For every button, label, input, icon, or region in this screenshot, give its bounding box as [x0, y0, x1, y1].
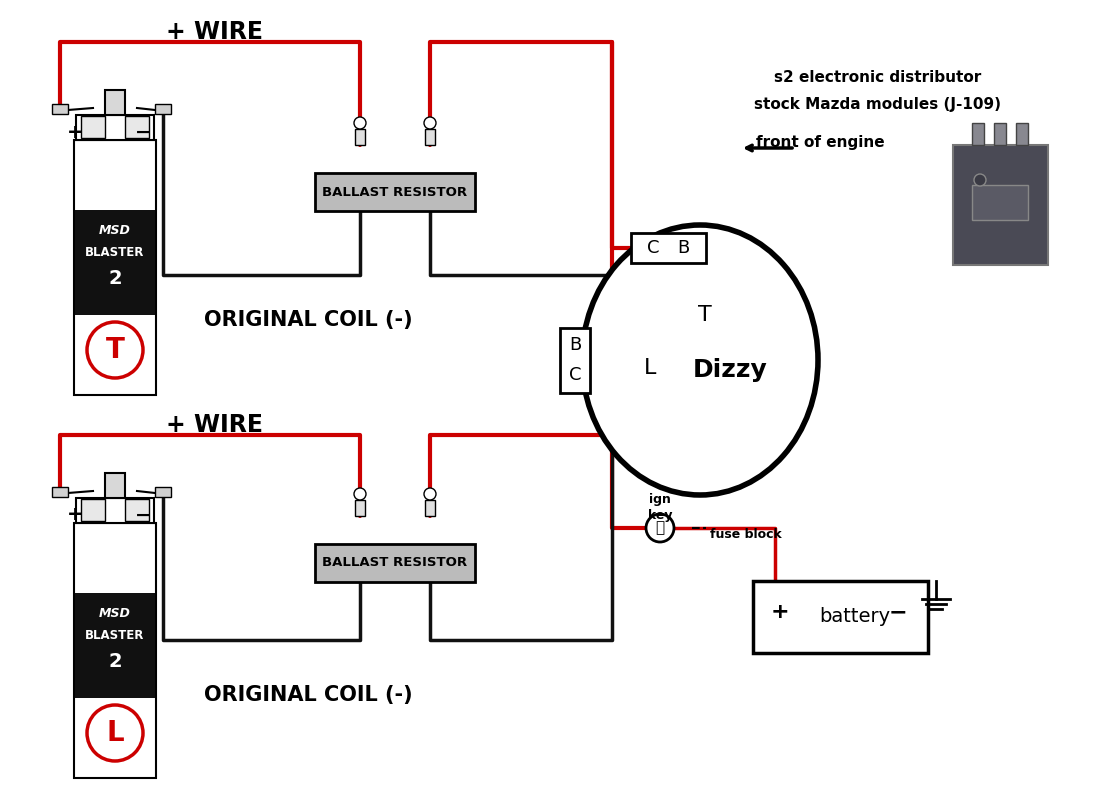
- Text: + WIRE: + WIRE: [167, 20, 264, 44]
- Text: BALLAST RESISTOR: BALLAST RESISTOR: [322, 186, 467, 199]
- Bar: [993, 123, 1006, 145]
- Text: stock Mazda modules (J-109): stock Mazda modules (J-109): [755, 97, 1001, 112]
- Text: ORIGINAL COIL (-): ORIGINAL COIL (-): [203, 685, 412, 705]
- Bar: [52, 487, 68, 497]
- Text: s2 electronic distributor: s2 electronic distributor: [775, 70, 981, 85]
- Bar: [75, 210, 155, 315]
- Ellipse shape: [582, 225, 818, 495]
- Text: ign
key: ign key: [647, 494, 673, 523]
- Bar: [75, 593, 155, 698]
- Text: C: C: [569, 366, 581, 384]
- Bar: [155, 487, 171, 497]
- Bar: [81, 116, 106, 138]
- Circle shape: [424, 488, 436, 500]
- Text: BLASTER: BLASTER: [86, 629, 145, 642]
- Circle shape: [424, 117, 436, 129]
- Text: B: B: [677, 239, 689, 257]
- Bar: [953, 145, 1047, 265]
- Text: +: +: [67, 505, 84, 524]
- Circle shape: [646, 514, 674, 542]
- Bar: [106, 473, 125, 498]
- Bar: [52, 104, 68, 114]
- Text: +: +: [770, 602, 789, 622]
- Bar: [972, 123, 984, 145]
- Bar: [125, 499, 149, 521]
- Bar: [425, 129, 435, 145]
- Text: BLASTER: BLASTER: [86, 246, 145, 259]
- Text: 2: 2: [108, 269, 122, 288]
- Text: B: B: [569, 336, 581, 354]
- Text: MSD: MSD: [99, 224, 131, 237]
- Bar: [106, 90, 125, 115]
- Bar: [355, 129, 365, 145]
- Bar: [76, 115, 154, 140]
- Text: −: −: [135, 505, 152, 524]
- Bar: [76, 498, 154, 523]
- Text: battery: battery: [820, 607, 890, 626]
- Text: ⚿: ⚿: [655, 520, 665, 536]
- Text: front of engine: front of engine: [756, 134, 885, 149]
- Bar: [74, 523, 156, 778]
- Text: −: −: [889, 602, 908, 622]
- Bar: [125, 116, 149, 138]
- Circle shape: [974, 174, 986, 186]
- Bar: [753, 581, 928, 653]
- Bar: [74, 140, 156, 395]
- Bar: [425, 500, 435, 516]
- Text: +: +: [67, 123, 84, 142]
- Text: −: −: [135, 123, 152, 142]
- Circle shape: [354, 117, 366, 129]
- Bar: [1015, 123, 1028, 145]
- Text: L: L: [644, 358, 656, 378]
- Text: BALLAST RESISTOR: BALLAST RESISTOR: [322, 557, 467, 570]
- Text: Dizzy: Dizzy: [692, 358, 767, 382]
- Bar: [315, 544, 475, 582]
- Text: T: T: [698, 305, 712, 325]
- Text: 2: 2: [108, 652, 122, 671]
- Text: fuse block: fuse block: [710, 528, 781, 542]
- Circle shape: [87, 705, 143, 761]
- Bar: [972, 185, 1028, 220]
- Text: C: C: [646, 239, 659, 257]
- Bar: [560, 327, 590, 392]
- Bar: [315, 173, 475, 211]
- Bar: [631, 233, 706, 263]
- Circle shape: [87, 322, 143, 378]
- Text: MSD: MSD: [99, 607, 131, 620]
- Circle shape: [354, 488, 366, 500]
- Text: L: L: [107, 719, 124, 747]
- Bar: [155, 104, 171, 114]
- Bar: [355, 500, 365, 516]
- Bar: [81, 499, 106, 521]
- Text: ORIGINAL COIL (-): ORIGINAL COIL (-): [203, 310, 412, 330]
- Text: + WIRE: + WIRE: [167, 413, 264, 437]
- Text: T: T: [106, 336, 124, 364]
